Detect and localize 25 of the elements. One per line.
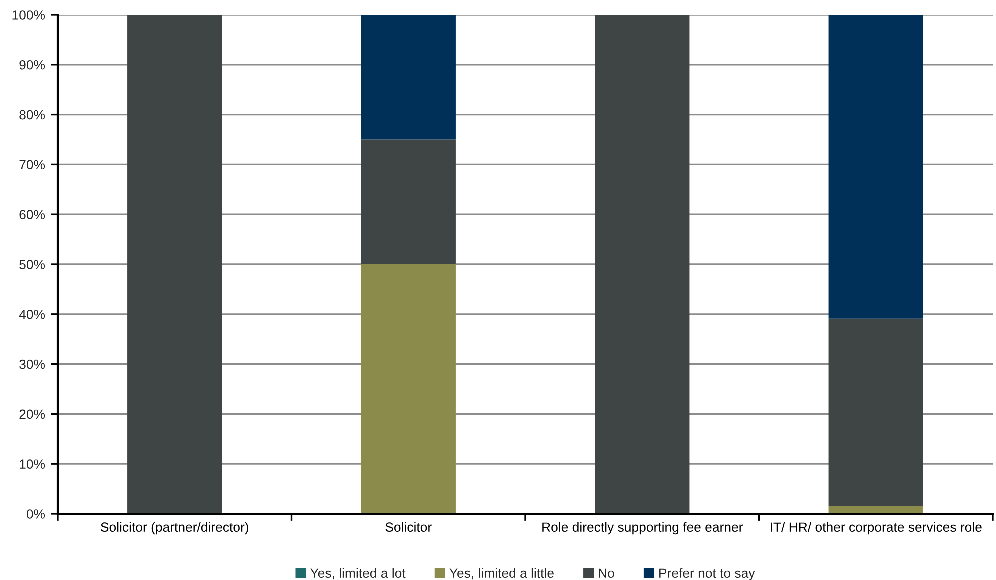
y-tick-label: 90% [20, 60, 46, 70]
x-tick-label: Solicitor [386, 522, 432, 532]
bar [128, 15, 222, 514]
x-tick-label: Role directly supporting fee earner [542, 522, 744, 535]
y-tick-label: 30% [20, 360, 46, 370]
bar [361, 15, 456, 140]
y-tick-label: 50% [20, 260, 46, 270]
y-tick-label: 10% [20, 460, 46, 470]
x-tick-label: Solicitor (partner/director) [101, 522, 248, 535]
y-tick-label: 40% [19, 310, 46, 320]
y-tick-label: 80% [20, 110, 46, 120]
legend-label: No [599, 568, 614, 578]
y-tick-label: 100% [12, 10, 46, 20]
bar [828, 318, 924, 507]
legend-label: Yes, limited a little [450, 568, 554, 580]
y-tick-label: 60% [20, 210, 46, 220]
x-tick-label: IT/ HR/ other corporate services role [771, 522, 982, 535]
bar [595, 15, 690, 514]
legend-label: Yes, limited a lot [310, 568, 406, 580]
y-tick-label: 20% [20, 410, 46, 420]
y-tick-label: 70% [20, 160, 46, 170]
bar [828, 15, 924, 319]
y-tick-label: 0% [26, 510, 46, 519]
bar [361, 264, 456, 514]
bar [361, 140, 456, 264]
